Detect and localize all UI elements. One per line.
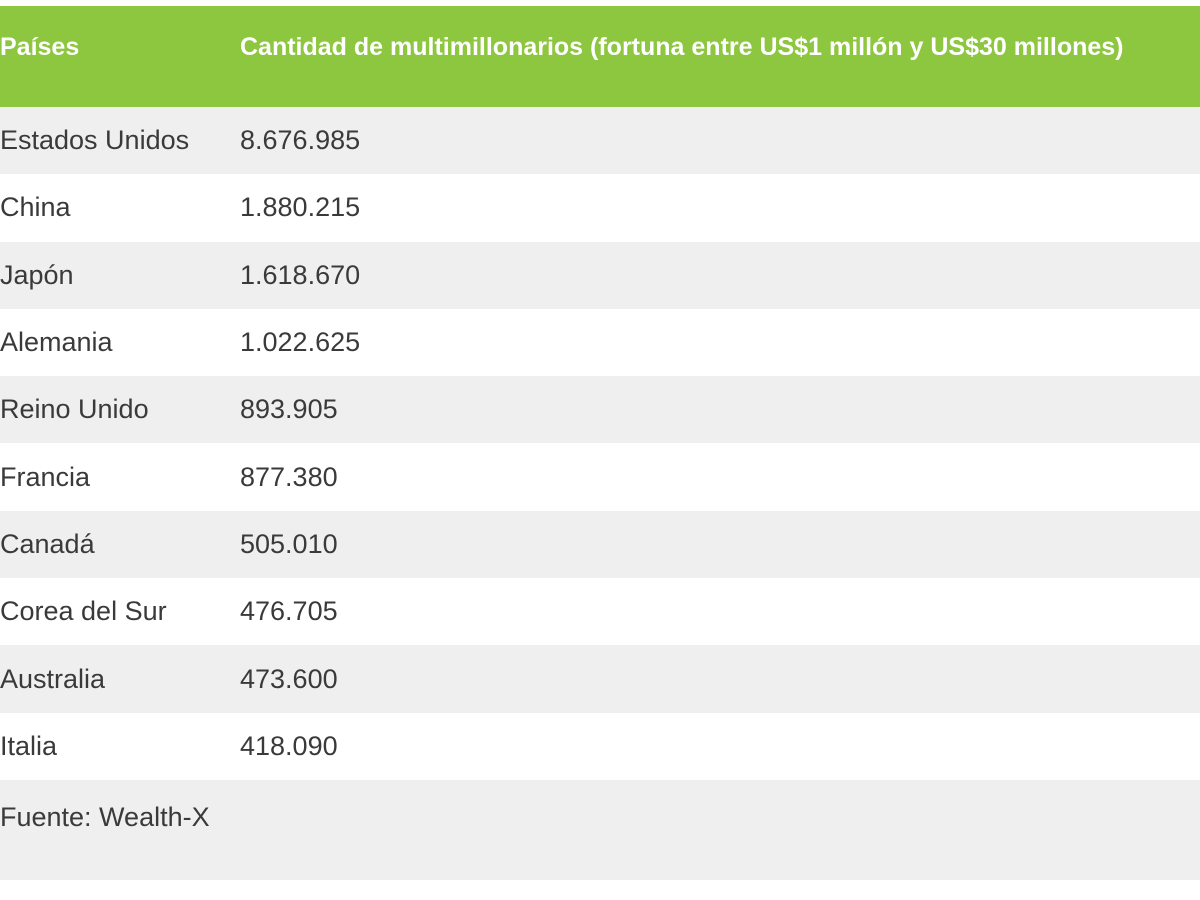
source-note: Fuente: Wealth-X [0,801,210,832]
country-cell: Canadá [0,528,95,559]
table-row: Japón 1.618.670 [0,241,1200,309]
count-cell: 1.618.670 [240,259,361,290]
country-cell: China [0,192,71,223]
table-row: Estados Unidos 8.676.985 [0,107,1200,175]
country-cell: Italia [0,730,58,761]
count-cell: 505.010 [240,528,338,559]
table-row: Francia 877.380 [0,443,1200,511]
count-cell: 476.705 [240,596,338,627]
country-cell: Francia [0,461,91,492]
count-cell: 1.022.625 [240,327,361,358]
country-cell: Alemania [0,327,113,358]
count-cell: 8.676.985 [240,125,361,156]
table-row: Corea del Sur 476.705 [0,578,1200,646]
table-row: Italia 418.090 [0,712,1200,780]
table-row: China 1.880.215 [0,174,1200,242]
count-cell: 473.600 [240,663,338,694]
table-row: Australia 473.600 [0,645,1200,713]
country-cell: Australia [0,663,106,694]
table-row: Reino Unido 893.905 [0,376,1200,444]
count-cell: 877.380 [240,461,338,492]
count-cell: 1.880.215 [240,192,361,223]
table-row: Canadá 505.010 [0,510,1200,579]
country-cell: Japón [0,259,74,290]
country-cell: Corea del Sur [0,596,167,627]
header-count: Cantidad de multimillonarios (fortuna en… [240,33,1124,61]
billionaires-table: Países Cantidad de multimillonarios (for… [0,6,1200,880]
source-row: Fuente: Wealth-X [0,779,1200,880]
country-cell: Estados Unidos [0,125,190,156]
count-cell: 893.905 [240,394,338,425]
header-countries: Países [0,33,80,61]
table-body: Estados Unidos 8.676.985 China 1.880.215 Jap… [0,107,1200,780]
count-cell: 418.090 [240,730,338,761]
table-row: Alemania 1.022.625 [0,308,1200,377]
country-cell: Reino Unido [0,394,149,425]
table-header-row: Países Cantidad de multimillonarios (for… [0,6,1200,107]
